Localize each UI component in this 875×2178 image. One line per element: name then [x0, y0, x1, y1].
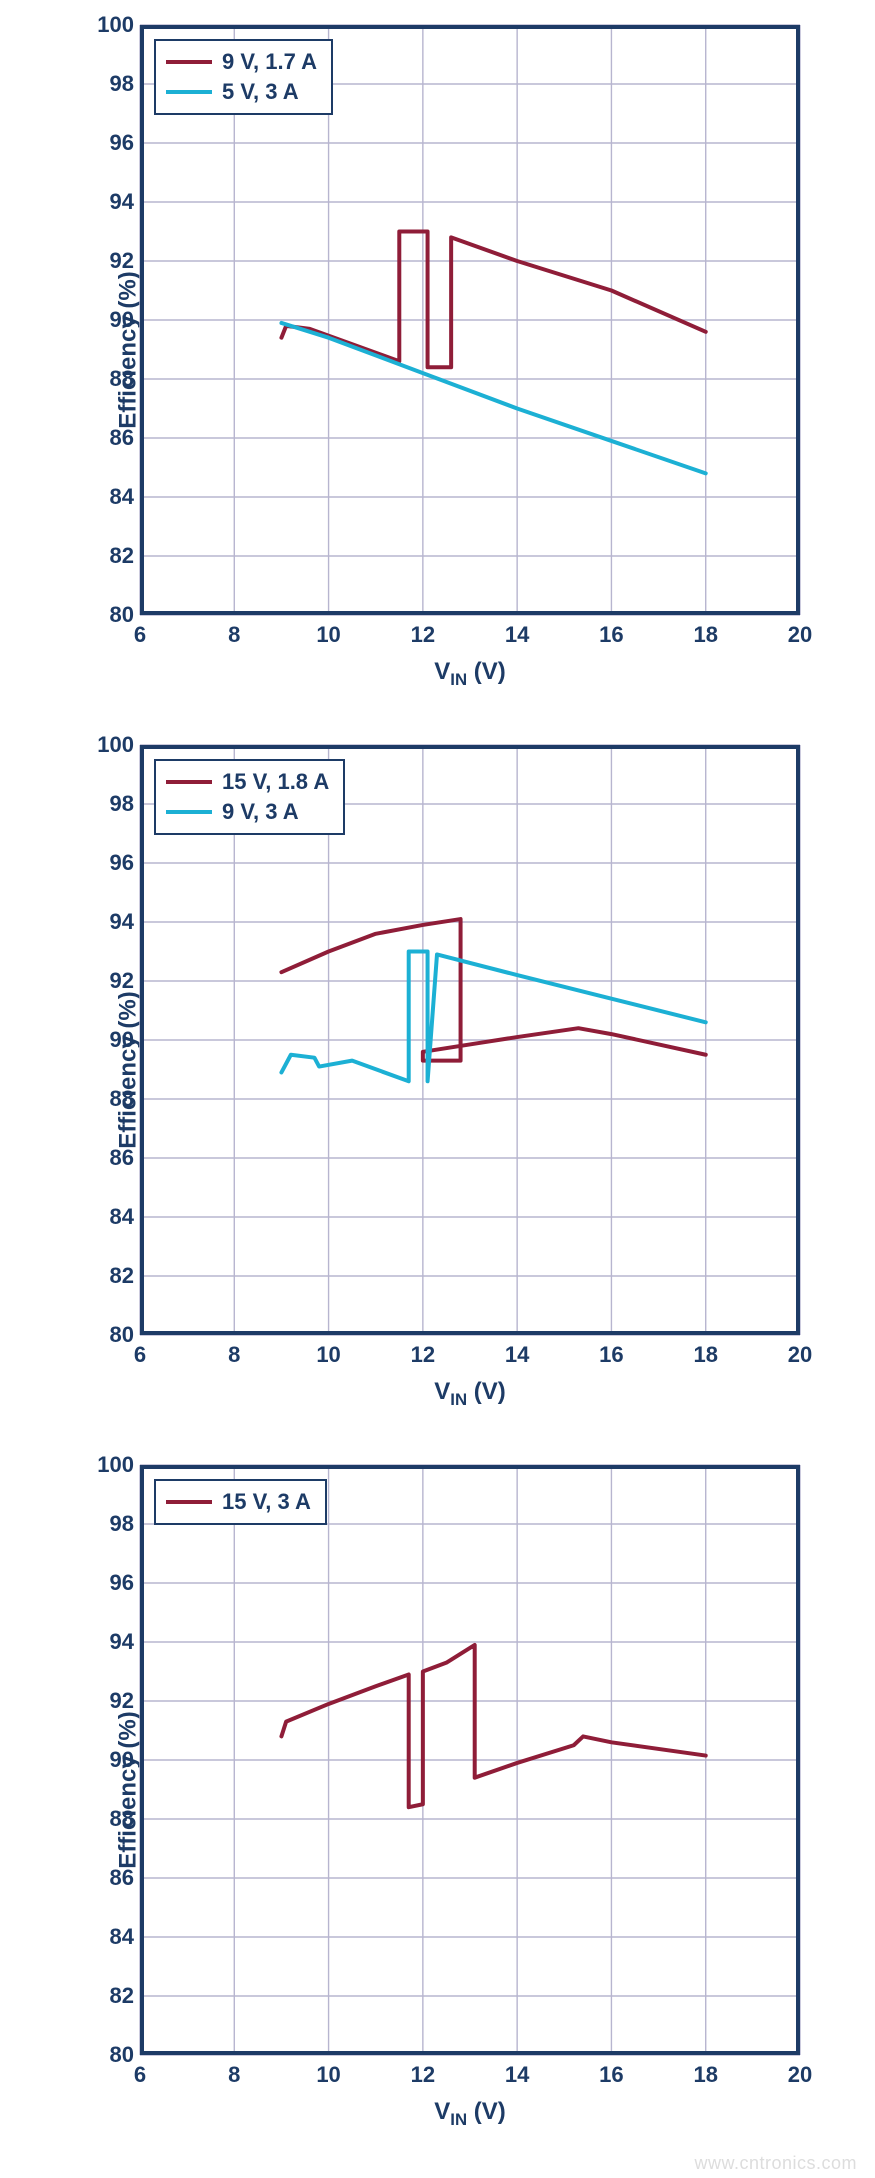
legend-swatch: [166, 60, 212, 64]
y-tick-label: 82: [84, 1263, 134, 1289]
y-tick-label: 94: [84, 189, 134, 215]
y-tick-label: 80: [84, 2042, 134, 2068]
y-tick-label: 98: [84, 1511, 134, 1537]
legend-swatch: [166, 780, 212, 784]
legend-label: 15 V, 1.8 A: [222, 769, 329, 795]
y-tick-label: 82: [84, 1983, 134, 2009]
y-tick-label: 96: [84, 1570, 134, 1596]
y-tick-label: 94: [84, 909, 134, 935]
x-axis-label: VIN (V): [140, 2098, 800, 2130]
legend-swatch: [166, 90, 212, 94]
y-tick-label: 80: [84, 602, 134, 628]
y-tick-label: 90: [84, 1747, 134, 1773]
x-axis-label: VIN (V): [140, 658, 800, 690]
y-tick-label: 96: [84, 850, 134, 876]
x-tick-label: 14: [505, 1342, 529, 1368]
legend-item: 15 V, 1.8 A: [166, 767, 329, 797]
legend-label: 15 V, 3 A: [222, 1489, 311, 1515]
plot-area: 9 V, 1.7 A 5 V, 3 A: [140, 25, 800, 615]
legend-label: 9 V, 1.7 A: [222, 49, 317, 75]
page: Efficiency (%) VIN (V) 9 V, 1.7 A 5 V, 3 A 6…: [0, 0, 875, 2178]
y-tick-label: 86: [84, 425, 134, 451]
legend-item: 5 V, 3 A: [166, 77, 317, 107]
x-tick-label: 12: [411, 1342, 435, 1368]
x-tick-label: 10: [316, 622, 340, 648]
y-axis-label: Efficiency (%): [115, 991, 143, 1148]
y-tick-label: 82: [84, 543, 134, 569]
efficiency-chart: Efficiency (%) VIN (V) 15 V, 3 A 6 8 10 12 14 16…: [40, 1450, 835, 2130]
y-tick-label: 90: [84, 1027, 134, 1053]
x-tick-label: 14: [505, 2062, 529, 2088]
y-tick-label: 100: [84, 732, 134, 758]
series-line: [281, 1645, 705, 1807]
x-tick-label: 12: [411, 2062, 435, 2088]
legend-label: 5 V, 3 A: [222, 79, 299, 105]
x-tick-label: 8: [228, 622, 240, 648]
watermark-text: www.cntronics.com: [694, 2153, 857, 2174]
legend-item: 15 V, 3 A: [166, 1487, 311, 1517]
y-tick-label: 90: [84, 307, 134, 333]
series-line: [281, 952, 705, 1082]
legend: 9 V, 1.7 A 5 V, 3 A: [154, 39, 333, 115]
x-tick-label: 16: [599, 622, 623, 648]
x-tick-label: 8: [228, 1342, 240, 1368]
y-tick-label: 100: [84, 12, 134, 38]
y-tick-label: 96: [84, 130, 134, 156]
y-tick-label: 92: [84, 248, 134, 274]
x-tick-label: 10: [316, 2062, 340, 2088]
y-tick-label: 98: [84, 791, 134, 817]
y-tick-label: 88: [84, 1086, 134, 1112]
x-tick-label: 18: [693, 1342, 717, 1368]
y-tick-label: 88: [84, 1806, 134, 1832]
x-tick-label: 20: [788, 622, 812, 648]
x-axis-label: VIN (V): [140, 1378, 800, 1410]
y-tick-label: 88: [84, 366, 134, 392]
x-tick-label: 18: [693, 622, 717, 648]
x-tick-label: 18: [693, 2062, 717, 2088]
y-tick-label: 84: [84, 1924, 134, 1950]
y-tick-label: 84: [84, 484, 134, 510]
x-tick-label: 20: [788, 1342, 812, 1368]
y-axis-label: Efficiency (%): [115, 1711, 143, 1868]
plot-area: 15 V, 1.8 A 9 V, 3 A: [140, 745, 800, 1335]
x-tick-label: 16: [599, 1342, 623, 1368]
x-tick-label: 10: [316, 1342, 340, 1368]
legend-item: 9 V, 3 A: [166, 797, 329, 827]
legend: 15 V, 3 A: [154, 1479, 327, 1525]
legend-swatch: [166, 810, 212, 814]
y-tick-label: 84: [84, 1204, 134, 1230]
x-tick-label: 6: [134, 2062, 146, 2088]
series-line: [281, 323, 705, 473]
legend-swatch: [166, 1500, 212, 1504]
y-tick-label: 98: [84, 71, 134, 97]
x-tick-label: 12: [411, 622, 435, 648]
y-tick-label: 80: [84, 1322, 134, 1348]
series-line: [281, 232, 705, 368]
efficiency-chart: Efficiency (%) VIN (V) 15 V, 1.8 A 9 V, 3 A…: [40, 730, 835, 1410]
legend-label: 9 V, 3 A: [222, 799, 299, 825]
y-tick-label: 100: [84, 1452, 134, 1478]
x-tick-label: 14: [505, 622, 529, 648]
x-tick-label: 20: [788, 2062, 812, 2088]
y-tick-label: 94: [84, 1629, 134, 1655]
plot-area: 15 V, 3 A: [140, 1465, 800, 2055]
x-tick-label: 6: [134, 622, 146, 648]
x-tick-label: 8: [228, 2062, 240, 2088]
legend: 15 V, 1.8 A 9 V, 3 A: [154, 759, 345, 835]
y-tick-label: 86: [84, 1865, 134, 1891]
y-tick-label: 92: [84, 968, 134, 994]
x-tick-label: 6: [134, 1342, 146, 1368]
efficiency-chart: Efficiency (%) VIN (V) 9 V, 1.7 A 5 V, 3 A 6…: [40, 10, 835, 690]
y-tick-label: 86: [84, 1145, 134, 1171]
y-axis-label: Efficiency (%): [115, 271, 143, 428]
y-tick-label: 92: [84, 1688, 134, 1714]
x-tick-label: 16: [599, 2062, 623, 2088]
legend-item: 9 V, 1.7 A: [166, 47, 317, 77]
